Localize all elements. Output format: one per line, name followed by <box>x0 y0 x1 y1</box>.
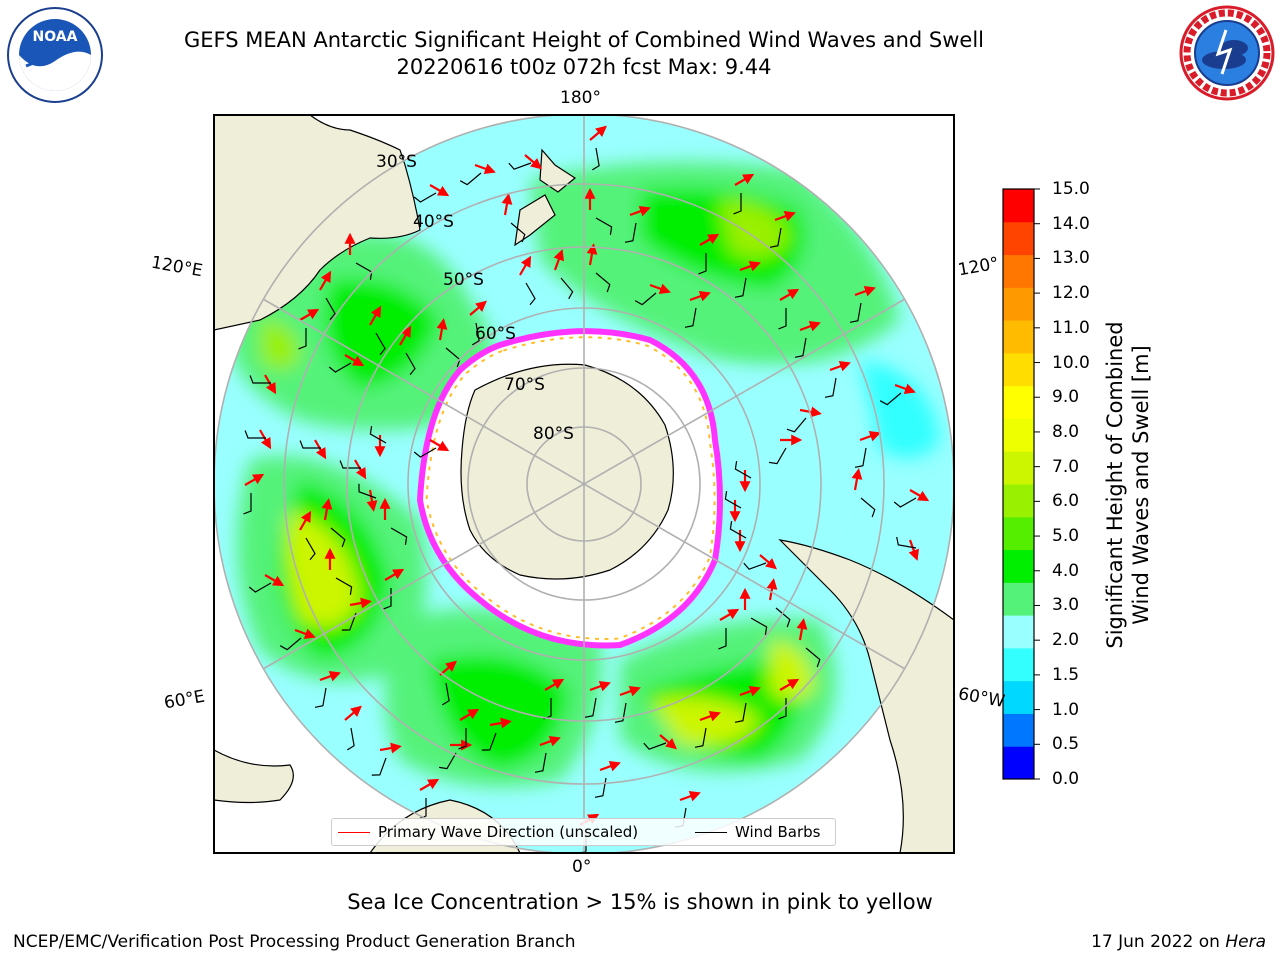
colorbar-segment <box>1003 353 1034 386</box>
footer-date-text: 17 Jun 2022 on <box>1091 932 1225 952</box>
colorbar-segment <box>1003 189 1034 222</box>
footer-host: Hera <box>1225 932 1266 952</box>
colorbar-tick-label: 9.0 <box>1052 388 1079 406</box>
colorbar-tick-label: 11.0 <box>1052 319 1090 337</box>
colorbar-tick-label: 12.0 <box>1052 284 1090 302</box>
legend-barb-label: Wind Barbs <box>735 823 820 841</box>
colorbar-tick-label: 1.5 <box>1052 666 1079 684</box>
colorbar-tick-label: 15.0 <box>1052 180 1090 198</box>
colorbar-tick-label: 1.0 <box>1052 701 1079 719</box>
meridian-label-0: 0° <box>572 857 591 877</box>
colorbar-tick-label: 13.0 <box>1052 249 1090 267</box>
colorbar-tick-label: 5.0 <box>1052 527 1079 545</box>
colorbar-segment <box>1003 451 1034 484</box>
colorbar-segment <box>1003 255 1034 288</box>
colorbar-segment <box>1003 222 1034 255</box>
colorbar-segment <box>1003 615 1034 648</box>
colorbar-tick-label: 2.0 <box>1052 631 1079 649</box>
legend-item-wave: Primary Wave Direction (unscaled) <box>338 823 638 841</box>
lat-label-30s: 30°S <box>376 152 417 172</box>
colorbar-label-line1: Significant Height of Combined <box>1102 265 1128 705</box>
legend-barb-line <box>695 832 727 833</box>
lat-label-60s: 60°S <box>475 324 516 344</box>
colorbar-segment <box>1003 648 1034 681</box>
lat-label-40s: 40°S <box>413 212 454 232</box>
lat-label-80s: 80°S <box>533 424 574 444</box>
colorbar-tick-label: 14.0 <box>1052 215 1090 233</box>
colorbar-tick-label: 0.5 <box>1052 735 1079 753</box>
lat-label-50s: 50°S <box>443 270 484 290</box>
colorbar-tick-label: 8.0 <box>1052 423 1079 441</box>
colorbar-tick-label: 7.0 <box>1052 458 1079 476</box>
colorbar-segment <box>1003 484 1034 517</box>
colorbar-segment <box>1003 550 1034 583</box>
colorbar-label-line2: Wind Waves and Swell [m] <box>1128 265 1154 705</box>
colorbar-tick-label: 0.0 <box>1052 770 1079 788</box>
colorbar-segment <box>1003 320 1034 353</box>
colorbar-tick-label: 6.0 <box>1052 492 1079 510</box>
colorbar-segment <box>1003 517 1034 550</box>
colorbar-label: Significant Height of Combined Wind Wave… <box>1102 265 1154 705</box>
colorbar-tick-label: 4.0 <box>1052 562 1079 580</box>
colorbar-segment <box>1003 681 1034 714</box>
colorbar-segment <box>1003 287 1034 320</box>
colorbar-tick-label: 3.0 <box>1052 596 1079 614</box>
footer-branch: NCEP/EMC/Verification Post Processing Pr… <box>13 932 576 952</box>
colorbar-tick-label: 10.0 <box>1052 354 1090 372</box>
colorbar-segment <box>1003 746 1034 779</box>
colorbar-segment <box>1003 582 1034 615</box>
colorbar-segment <box>1003 713 1034 746</box>
lat-label-70s: 70°S <box>504 375 545 395</box>
legend-wave-label: Primary Wave Direction (unscaled) <box>378 823 638 841</box>
colorbar-segment <box>1003 386 1034 419</box>
sea-ice-note: Sea Ice Concentration > 15% is shown in … <box>0 890 1280 914</box>
map-legend: Primary Wave Direction (unscaled) Wind B… <box>331 818 836 846</box>
legend-wave-line <box>338 832 370 833</box>
footer-date: 17 Jun 2022 on Hera <box>1091 932 1266 952</box>
legend-item-barbs: Wind Barbs <box>695 823 820 841</box>
polar-map <box>0 0 1280 960</box>
meridian-label-180: 180° <box>560 88 601 108</box>
colorbar-segment <box>1003 418 1034 451</box>
